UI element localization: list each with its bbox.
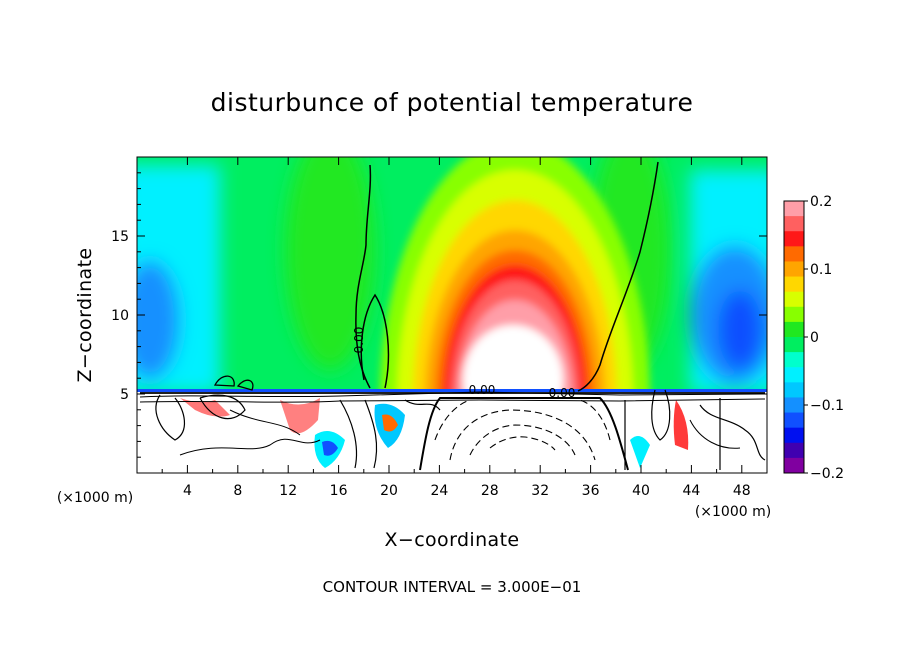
colorbar-tick-label: −0.1 [810,398,844,414]
colorbar-swatch [784,382,804,398]
x-tick-label: 12 [279,483,297,499]
zero-contour-left-loop [360,293,390,389]
blue-region-left [137,260,180,380]
green-lane-left [285,157,375,370]
colorbar-swatch [784,291,804,308]
eddy-contour-6 [236,379,254,391]
colorbar-swatch [784,201,804,217]
x-tick-label: 40 [632,483,650,499]
cold-cell-boundary [419,397,629,471]
chart-title: disturbunce of potential temperature [211,88,694,117]
y-tick-label: 5 [120,387,129,403]
x-tick-label: 32 [531,483,549,499]
colorbar-swatch [784,306,804,323]
colorbar-swatch [784,442,804,459]
y-axis-label: Z−coordinate [74,247,96,382]
colorbar-swatch [784,321,804,338]
contour-label-3: 0.00 [549,386,576,400]
colorbar-swatch [784,246,804,262]
x-tick-label: 44 [682,483,700,499]
colorbar-tick-label: 0 [810,330,819,346]
eddy-contour-8 [364,399,378,469]
eddy-contour-9 [404,399,441,411]
colorbar-tick-label: −0.2 [810,466,844,482]
contour-label-2: 0.00 [469,383,496,397]
x-axis-ticks: 4 8 12 16 20 24 28 32 36 40 44 48 [161,157,751,499]
colorbar-swatch [784,367,804,383]
x-unit-label: (×1000 m) [57,490,133,506]
colorbar-swatch [784,261,804,278]
x-axis-label: X−coordinate [384,529,519,551]
right-eddy-contour-2 [699,404,766,461]
x-unit-label-right: (×1000 m) [695,504,771,520]
warm-patch-right [673,400,689,450]
cold-cell-contour-1 [449,409,596,461]
y-tick-label: 10 [111,308,129,324]
right-eddy-contour-1 [651,389,671,441]
x-tick-label: 48 [733,483,751,499]
colorbar-tick-label: 0.1 [810,262,832,278]
contour-label-1: 0.00 [352,327,366,354]
cold-cell-contour-2 [469,424,576,456]
eddy-contour-5 [213,375,235,387]
mixed-patch-right [630,436,650,468]
x-tick-label: 24 [430,483,448,499]
y-axis-ticks: 5 10 15 [111,172,767,458]
right-eddy-contour-3 [689,419,741,449]
eddy-contour-1 [155,394,185,441]
x-tick-label: 20 [380,483,398,499]
lower-region [137,391,767,473]
mixed-patch-center-2 [382,414,398,432]
cold-cell-contour-3 [489,436,556,451]
colorbar-swatch [784,337,804,353]
y-tick-label: 15 [111,229,129,245]
x-tick-label: 36 [582,483,600,499]
eddy-contour-7 [339,399,358,469]
colorbar-swatch [784,427,804,444]
warm-patch-mid [280,398,320,434]
x-tick-label: 4 [183,483,192,499]
colorbar-tick-label: 0.2 [810,194,832,210]
cold-cell-contour-4 [434,399,471,441]
x-tick-label: 8 [233,483,242,499]
colorbar: 0.2 0.1 0 −0.1 −0.2 [783,194,844,482]
colorbar-swatch [784,412,804,429]
zero-contour-right [577,161,659,392]
colorbar-swatch [784,276,804,293]
boundary-layer-strip [137,389,767,392]
zero-contour-left [355,164,372,389]
colorbar-swatch [784,352,804,368]
warm-patch-left [180,398,230,417]
cold-cell-contour-5 [579,399,611,441]
mixed-patch-mid-2 [322,440,338,456]
deep-blue-region-right [718,290,762,370]
plot-area [137,157,767,473]
colorbar-swatch [784,457,804,474]
colorbar-swatch [784,397,804,414]
x-tick-label: 28 [481,483,499,499]
x-tick-label: 16 [330,483,348,499]
contour-lines [139,161,766,471]
eddy-contour-3 [179,438,321,456]
eddy-contour-4 [229,409,301,436]
colorbar-swatch [784,216,804,232]
contour-interval-note: CONTOUR INTERVAL = 3.000E−01 [323,578,582,596]
colorbar-swatch [784,231,804,247]
surface-contour-2 [139,391,766,398]
eddy-contour-2 [199,394,246,420]
